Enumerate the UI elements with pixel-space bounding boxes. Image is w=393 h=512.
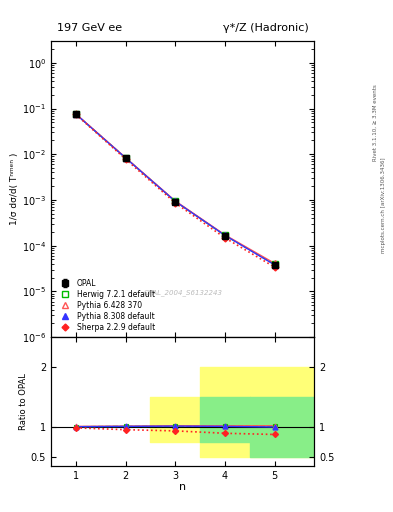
Line: Sherpa 2.2.9 default: Sherpa 2.2.9 default bbox=[73, 112, 277, 269]
Herwig 7.2.1 default bbox=[272, 261, 277, 267]
Herwig 7.2.1 default bbox=[123, 155, 128, 161]
Text: 197 GeV ee: 197 GeV ee bbox=[57, 23, 122, 33]
Pythia 8.308 default bbox=[222, 232, 227, 239]
Line: Pythia 6.428 370: Pythia 6.428 370 bbox=[73, 111, 277, 266]
Sherpa 2.2.9 default bbox=[272, 264, 277, 270]
Y-axis label: 1/σ dσ/d( Tⁿᵐᵉⁿ ): 1/σ dσ/d( Tⁿᵐᵉⁿ ) bbox=[10, 153, 19, 225]
Pythia 6.428 370 bbox=[123, 155, 128, 161]
Herwig 7.2.1 default bbox=[173, 198, 178, 204]
Text: OPAL_2004_S6132243: OPAL_2004_S6132243 bbox=[143, 289, 222, 296]
X-axis label: n: n bbox=[179, 482, 186, 492]
Sherpa 2.2.9 default bbox=[123, 156, 128, 162]
Text: mcplots.cern.ch [arXiv:1306.3436]: mcplots.cern.ch [arXiv:1306.3436] bbox=[381, 157, 386, 252]
Line: Herwig 7.2.1 default: Herwig 7.2.1 default bbox=[73, 112, 277, 267]
Pythia 6.428 370 bbox=[173, 198, 178, 204]
Herwig 7.2.1 default bbox=[222, 232, 227, 239]
Text: γ*/Z (Hadronic): γ*/Z (Hadronic) bbox=[223, 23, 309, 33]
Pythia 8.308 default bbox=[272, 262, 277, 268]
Pythia 6.428 370 bbox=[272, 260, 277, 266]
Pythia 8.308 default bbox=[173, 198, 178, 204]
Pythia 6.428 370 bbox=[73, 111, 78, 117]
Legend: OPAL, Herwig 7.2.1 default, Pythia 6.428 370, Pythia 8.308 default, Sherpa 2.2.9: OPAL, Herwig 7.2.1 default, Pythia 6.428… bbox=[55, 278, 157, 333]
Pythia 8.308 default bbox=[73, 111, 78, 117]
Herwig 7.2.1 default bbox=[73, 111, 78, 117]
Pythia 8.308 default bbox=[123, 155, 128, 161]
Line: Pythia 8.308 default: Pythia 8.308 default bbox=[73, 112, 277, 268]
Y-axis label: Ratio to OPAL: Ratio to OPAL bbox=[19, 373, 28, 430]
Sherpa 2.2.9 default bbox=[222, 235, 227, 241]
Sherpa 2.2.9 default bbox=[73, 112, 78, 118]
Sherpa 2.2.9 default bbox=[173, 200, 178, 206]
Pythia 6.428 370 bbox=[222, 232, 227, 238]
Text: Rivet 3.1.10, ≥ 3.3M events: Rivet 3.1.10, ≥ 3.3M events bbox=[373, 84, 378, 161]
